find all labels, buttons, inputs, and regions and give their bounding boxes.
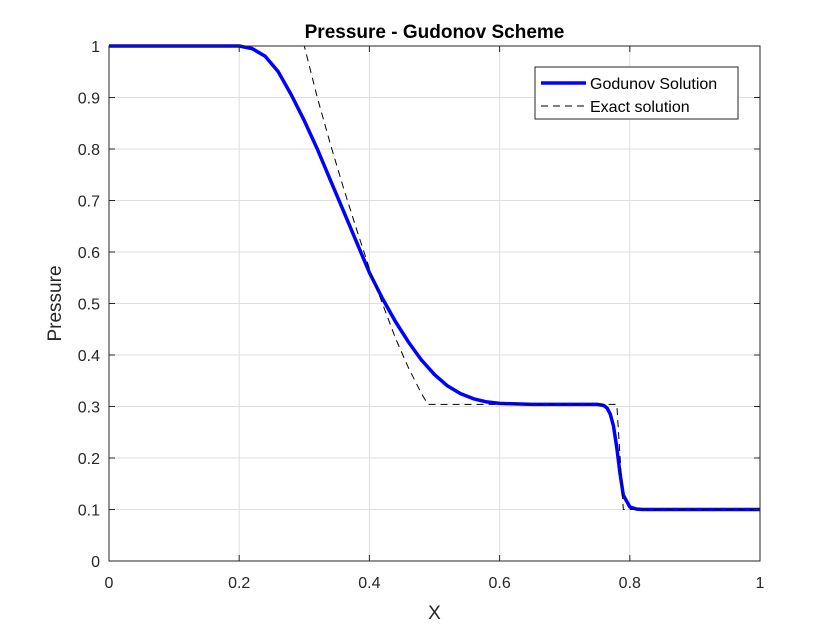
legend: Godunov Solution Exact solution	[534, 66, 739, 120]
x-tick-label: 0.6	[488, 575, 510, 592]
x-axis-label: X	[428, 603, 441, 624]
exact-solution-line	[109, 45, 760, 510]
godunov-solution-line	[109, 44, 760, 512]
y-tick-label: 0	[91, 554, 100, 571]
chart-title: Pressure - Gudonov Scheme	[305, 22, 565, 43]
legend-label-godunov: Godunov Solution	[590, 76, 717, 93]
y-tick-label: 1	[91, 39, 100, 56]
y-tick-label: 0.5	[78, 297, 100, 314]
series-lines	[109, 44, 760, 512]
y-tick-label: 0.8	[78, 142, 100, 159]
y-tick-label: 0.3	[78, 400, 100, 417]
y-tick-label: 0.6	[78, 245, 100, 262]
x-tick-label: 0.8	[619, 575, 641, 592]
y-tick-label: 0.2	[78, 451, 100, 468]
x-tick-label: 0.2	[228, 575, 250, 592]
y-tick-label: 0.7	[78, 194, 100, 211]
x-tick-label: 0	[105, 575, 114, 592]
y-tick-label: 0.4	[78, 348, 100, 365]
x-tick-label: 0.4	[358, 575, 380, 592]
legend-label-exact: Exact solution	[590, 99, 690, 116]
y-tick-label: 0.1	[78, 503, 100, 520]
y-axis-label: Pressure	[45, 265, 66, 341]
y-tick-label: 0.9	[78, 91, 100, 108]
x-tick-label: 1	[756, 575, 765, 592]
axis-ticks: 0 0.2 0.4 0.6 0.8 1 0 0.1 0.2 0.3 0.4 0.5 0.6 0.7 0.8 0…	[78, 39, 765, 592]
legend-box	[534, 66, 739, 120]
